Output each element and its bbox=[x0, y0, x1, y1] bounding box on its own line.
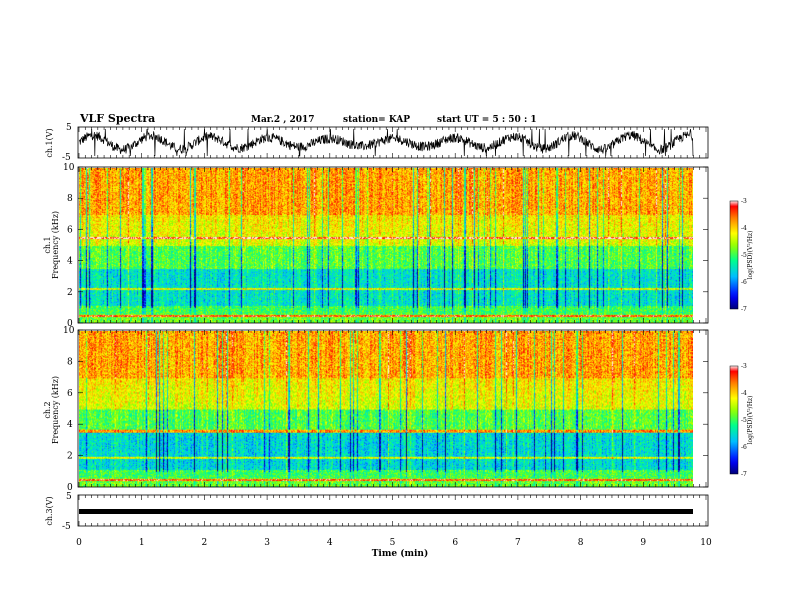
colorbar-tick-label: -3 bbox=[741, 198, 747, 205]
ch2-spectrogram-frame bbox=[77, 329, 709, 488]
ch1-ylabel: ch.1(V) bbox=[45, 128, 54, 157]
colorbar-tick-label: -5 bbox=[741, 252, 747, 259]
x-axis-tick-labels: 0 1 2 3 4 5 6 7 8 9 10 bbox=[76, 538, 712, 548]
ch1-colorbar-label: log(PSD)(V²/Hz) bbox=[747, 231, 754, 280]
ch2-colorbar-bar bbox=[729, 365, 739, 475]
x-tick-label: 6 bbox=[452, 538, 458, 548]
ch1-xticks bbox=[78, 127, 707, 158]
colorbar-tick-label: -7 bbox=[741, 306, 747, 313]
y-tick-label: 8 bbox=[67, 194, 73, 204]
ch3-ytick-bottom: -5 bbox=[62, 522, 71, 532]
ch2-colorbar-ticks: -3 -4 -5 -6 -7 bbox=[741, 363, 747, 478]
x-tick-label: 9 bbox=[640, 538, 646, 548]
ch1-ytick-top: 5 bbox=[66, 123, 72, 133]
ch3-ylabel: ch.3(V) bbox=[45, 496, 54, 525]
ch1-spectrogram-image bbox=[79, 168, 693, 323]
colorbar-tick-label: -3 bbox=[741, 363, 747, 370]
y-tick-label: 0 bbox=[67, 319, 73, 329]
figure-title: VLF Spectra bbox=[79, 112, 155, 125]
ch2-colorbar: -3 -4 -5 -6 -7 log(PSD)(V²/Hz) bbox=[729, 363, 754, 478]
ch2-colorbar-label: log(PSD)(V²/Hz) bbox=[747, 396, 754, 445]
colorbar-tick-label: -7 bbox=[741, 471, 747, 478]
colorbar-tick-label: -4 bbox=[741, 225, 747, 232]
x-tick-label: 10 bbox=[700, 538, 712, 548]
ch2-spectrogram-image bbox=[79, 331, 693, 487]
ch1-ytick-bottom: -5 bbox=[62, 153, 71, 163]
x-axis-label: Time (min) bbox=[372, 548, 429, 559]
colorbar-tick-label: -5 bbox=[741, 417, 747, 424]
y-tick-label: 2 bbox=[67, 288, 73, 298]
y-tick-label: 6 bbox=[67, 389, 73, 399]
colorbar-tick-label: -6 bbox=[741, 444, 747, 451]
y-tick-label: 2 bbox=[67, 452, 73, 462]
y-tick-label: 8 bbox=[67, 357, 73, 367]
ch1-spectrogram-frame bbox=[77, 166, 709, 324]
ch2-spectrogram-ylabel-2: Frequency (kHz) bbox=[51, 376, 60, 444]
y-tick-label: 10 bbox=[63, 326, 75, 336]
x-tick-label: 4 bbox=[327, 538, 333, 548]
ch1-waveform-panel: 5 -5 ch.1(V) bbox=[45, 123, 709, 163]
ch2-spectrogram-ylabel-1: ch.2 bbox=[43, 401, 52, 418]
date-label: Mar.2 , 2017 bbox=[251, 115, 315, 125]
ch3-ytick-top: 5 bbox=[66, 492, 72, 502]
y-tick-label: 6 bbox=[67, 225, 73, 235]
y-tick-label: 4 bbox=[67, 257, 73, 267]
ch3-xticks bbox=[78, 495, 707, 526]
x-tick-label: 1 bbox=[139, 538, 145, 548]
ch2-spectrogram-yticks: 0 2 4 6 8 10 bbox=[63, 326, 708, 493]
ch1-spectrogram-xticks bbox=[78, 167, 707, 323]
y-tick-label: 10 bbox=[63, 163, 75, 173]
x-tick-label: 0 bbox=[76, 538, 82, 548]
start-time-label: start UT = 5 : 50 : 1 bbox=[437, 115, 537, 125]
ch1-spectrogram-ylabel-2: Frequency (kHz) bbox=[51, 211, 60, 279]
ch3-waveform-line bbox=[79, 509, 693, 514]
x-tick-label: 3 bbox=[264, 538, 270, 548]
ch1-spectrogram-ylabel-1: ch.1 bbox=[43, 236, 52, 253]
ch1-spectrogram-panel: 0 2 4 6 8 10 ch.1 Frequency (kHz) bbox=[43, 163, 709, 329]
y-tick-label: 4 bbox=[67, 420, 73, 430]
ch2-spectrogram-xticks bbox=[78, 330, 707, 487]
station-label: station= KAP bbox=[343, 115, 410, 125]
ch1-colorbar-bar bbox=[729, 200, 739, 310]
ch3-waveform-panel: 5 -5 ch.3(V) bbox=[45, 492, 709, 532]
x-tick-label: 2 bbox=[202, 538, 208, 548]
ch2-spectrogram-panel: 0 2 4 6 8 10 ch.2 Frequency (kHz) bbox=[43, 326, 709, 493]
x-tick-label: 8 bbox=[578, 538, 584, 548]
x-tick-label: 7 bbox=[515, 538, 521, 548]
ch1-spectrogram-yticks: 0 2 4 6 8 10 bbox=[63, 163, 708, 329]
x-tick-label: 5 bbox=[390, 538, 396, 548]
y-tick-label: 0 bbox=[67, 483, 73, 493]
colorbar-tick-label: -6 bbox=[741, 279, 747, 286]
colorbar-tick-label: -4 bbox=[741, 390, 747, 397]
ch1-waveform-line bbox=[78, 128, 694, 157]
ch1-colorbar: -3 -4 -5 -6 -7 log(PSD)(V²/Hz) bbox=[729, 198, 754, 313]
ch1-colorbar-ticks: -3 -4 -5 -6 -7 bbox=[741, 198, 747, 313]
